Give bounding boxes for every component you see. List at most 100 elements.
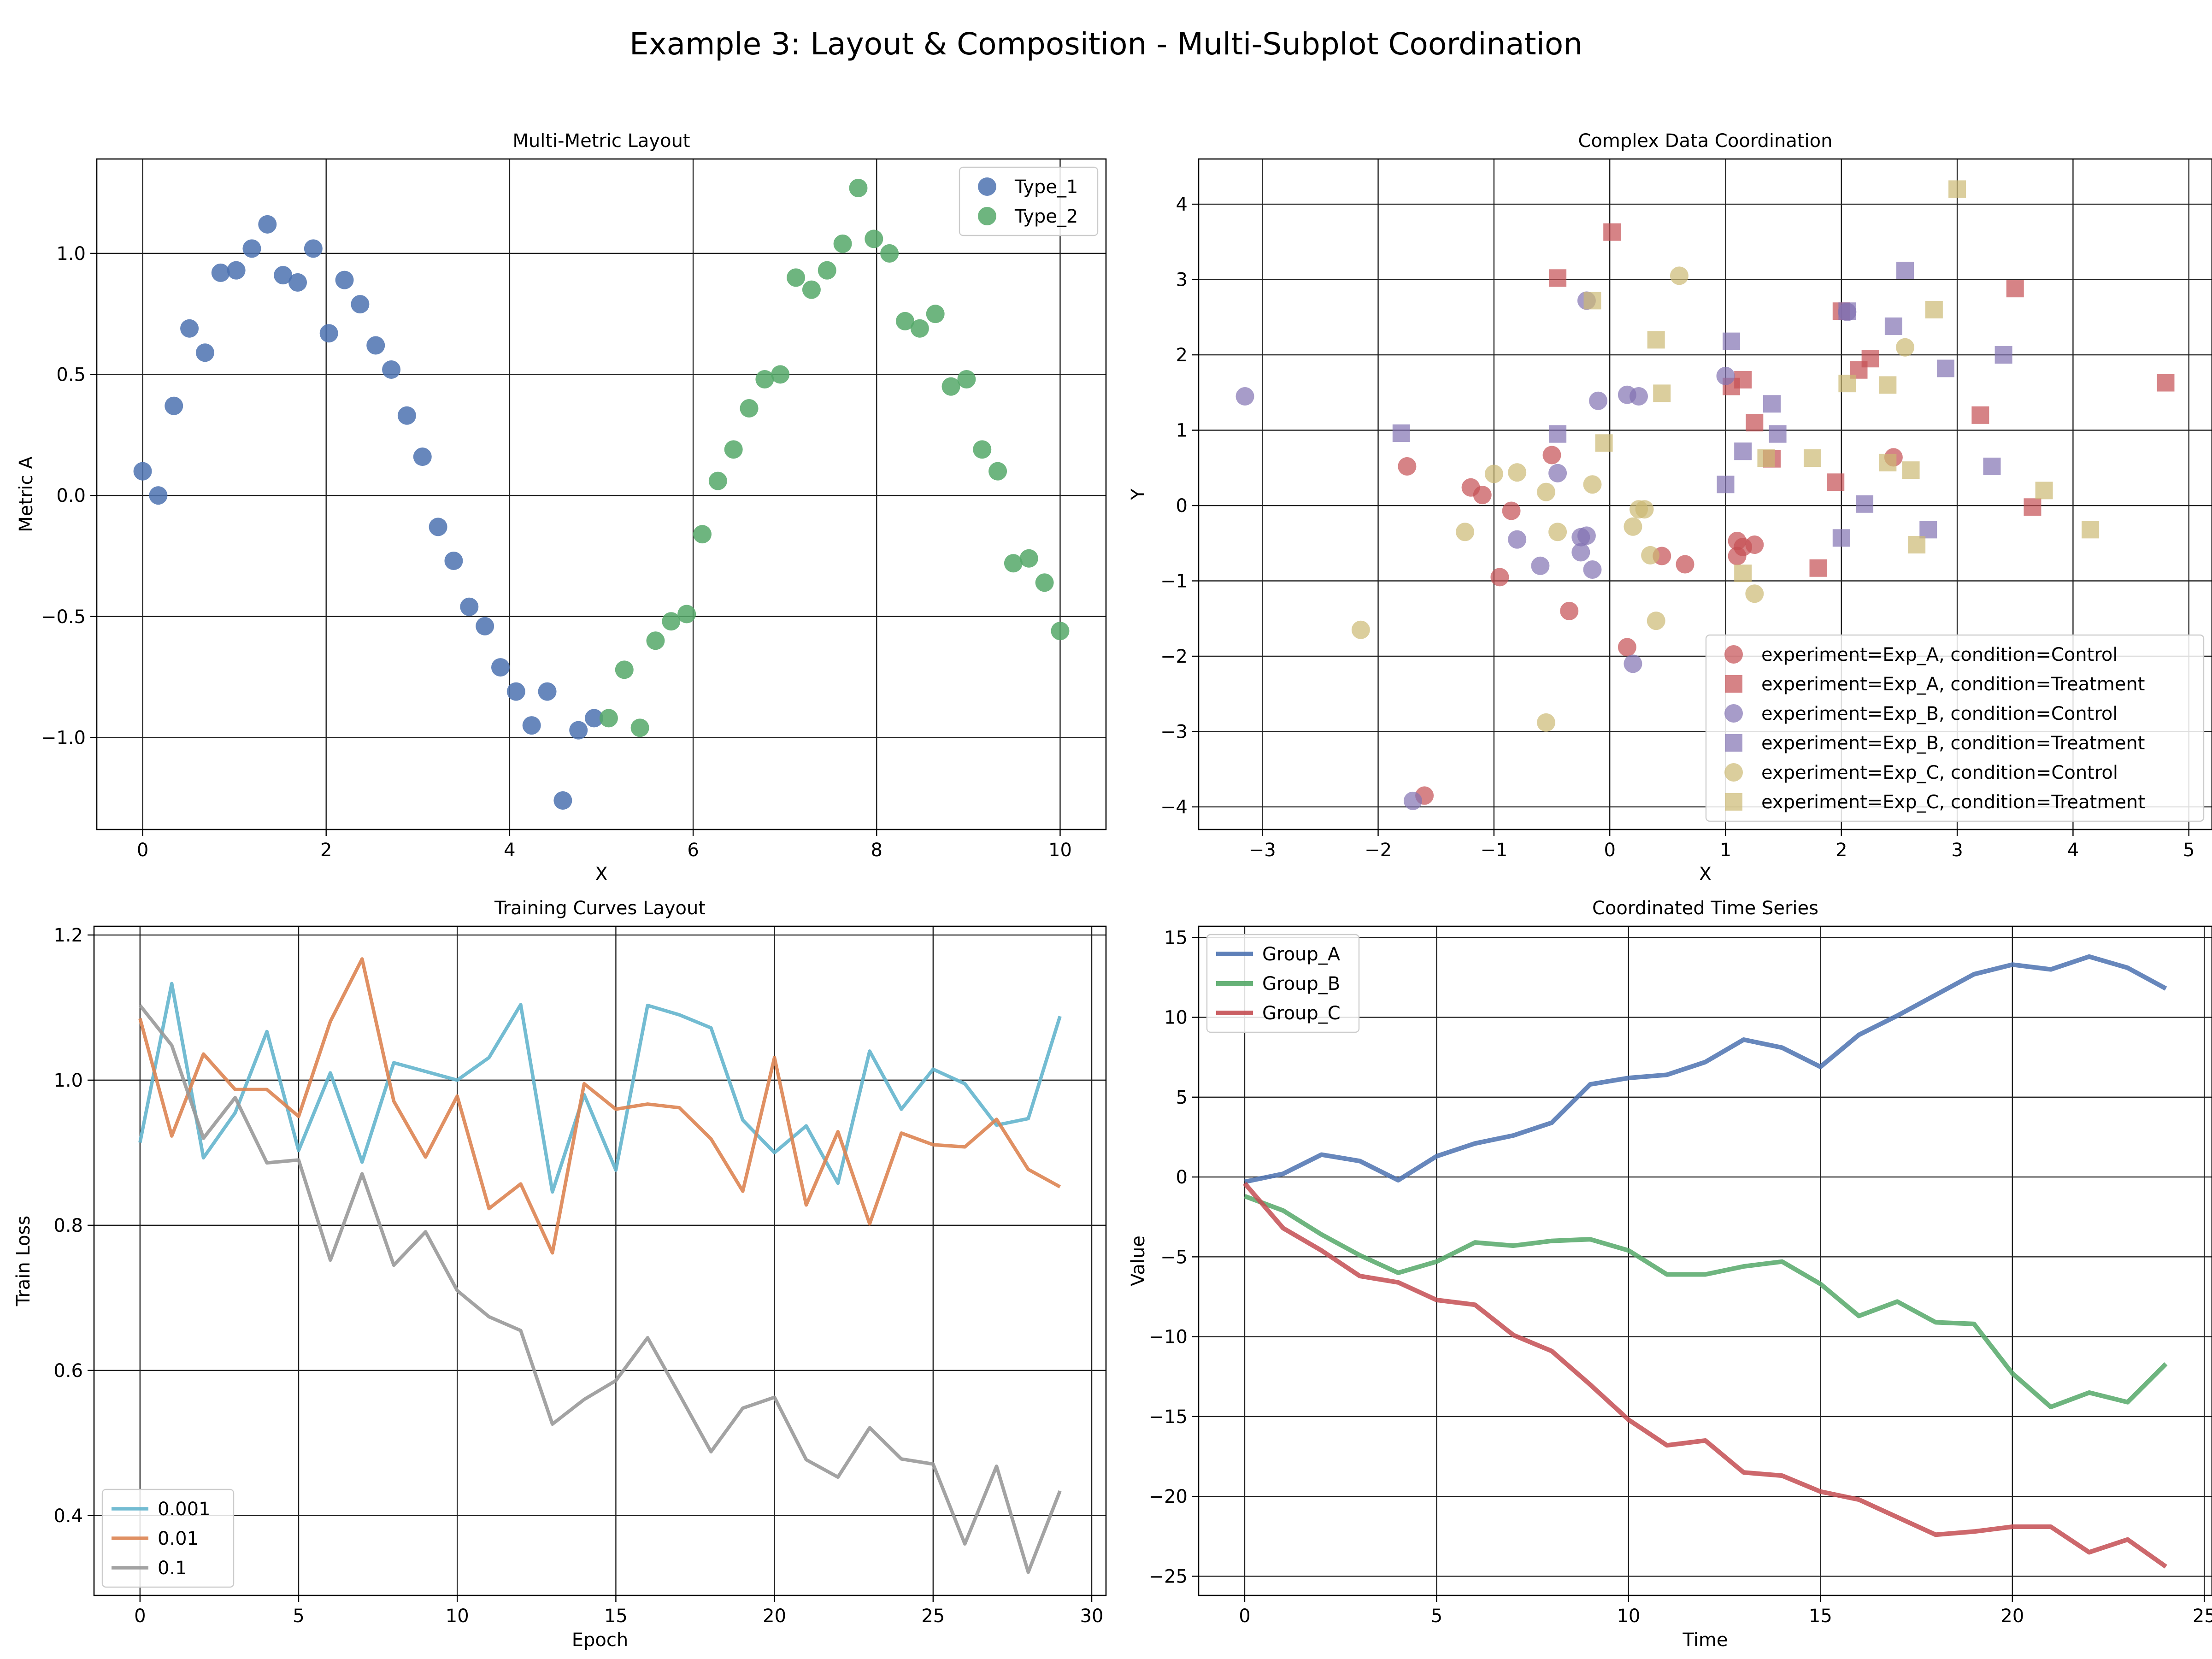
data-point xyxy=(2082,521,2100,539)
legend-label: 0.01 xyxy=(158,1528,199,1549)
x-tick-label: 15 xyxy=(604,1606,628,1627)
legend-marker xyxy=(1724,763,1743,782)
data-point xyxy=(1827,473,1845,491)
x-tick-label: 10 xyxy=(1617,1606,1640,1627)
y-tick-label: 0.5 xyxy=(56,364,86,385)
x-tick-label: 1 xyxy=(1720,840,1731,861)
data-point xyxy=(1531,556,1550,575)
data-point xyxy=(1734,371,1752,389)
y-tick-label: 15 xyxy=(1164,927,1188,948)
data-point xyxy=(1838,375,1856,393)
subplot-1: Multi-Metric Layout 0 2 4 6 8 10 −1.0 −0.5 0.0 0.5… xyxy=(16,130,1107,885)
x-tick-label: 20 xyxy=(763,1606,786,1627)
data-point xyxy=(1948,180,1966,198)
data-point xyxy=(585,709,604,728)
y-tick-label: −2 xyxy=(1160,646,1188,667)
data-point xyxy=(910,319,929,338)
data-point xyxy=(1647,331,1665,349)
x-axis-label: X xyxy=(1699,864,1712,885)
data-point xyxy=(1035,573,1054,592)
data-point xyxy=(677,605,696,624)
data-point xyxy=(1809,559,1827,577)
data-point xyxy=(1734,565,1752,582)
y-axis-label: Value xyxy=(1128,1235,1149,1286)
y-tick-label: 0.8 xyxy=(53,1215,83,1236)
axes-frame xyxy=(93,925,1107,1596)
data-point xyxy=(444,551,463,570)
data-point xyxy=(1971,406,1989,424)
data-point xyxy=(195,343,214,362)
legend-label: Type_1 xyxy=(1014,176,1078,198)
legend: Group_A Group_B Group_C xyxy=(1206,934,1360,1033)
x-tick-label: 5 xyxy=(293,1606,304,1627)
data-point xyxy=(258,215,277,234)
data-point xyxy=(833,234,852,253)
data-point xyxy=(1769,425,1787,443)
data-point xyxy=(1560,601,1579,620)
data-layer xyxy=(133,179,1070,810)
data-point xyxy=(724,440,743,459)
data-point xyxy=(429,518,447,536)
data-point xyxy=(755,370,774,388)
x-tick-label: 0 xyxy=(137,840,148,861)
data-point xyxy=(1879,453,1897,471)
legend-marker xyxy=(1725,793,1742,811)
x-tick-label: 25 xyxy=(2193,1606,2212,1627)
series-line-2 xyxy=(1244,1194,2168,1410)
x-tick-label: 25 xyxy=(921,1606,945,1627)
legend-box xyxy=(101,1488,235,1588)
data-point xyxy=(1653,384,1671,402)
x-tick-label: 0 xyxy=(1239,1606,1250,1627)
data-point xyxy=(1603,223,1621,241)
data-point xyxy=(1635,500,1654,519)
data-point xyxy=(1583,292,1601,310)
legend-box xyxy=(1705,634,2205,822)
data-point xyxy=(133,462,152,481)
data-point xyxy=(506,682,525,701)
legend-label: experiment=Exp_B, condition=Treatment xyxy=(1761,733,2145,754)
subplot-title: Training Curves Layout xyxy=(494,898,706,919)
x-tick-label: 15 xyxy=(1809,1606,1832,1627)
legend-label: Group_C xyxy=(1262,1003,1341,1024)
y-tick-label: 0.0 xyxy=(56,485,86,506)
y-tick-label: −10 xyxy=(1149,1327,1188,1348)
data-point xyxy=(1235,387,1254,406)
x-tick-label: 5 xyxy=(1431,1606,1442,1627)
x-tick-label: 8 xyxy=(871,840,882,861)
data-point xyxy=(1595,434,1613,452)
data-point xyxy=(1508,463,1527,482)
data-point xyxy=(351,295,370,314)
series-1 xyxy=(1398,446,1903,805)
x-tick-label: 10 xyxy=(446,1606,469,1627)
data-point xyxy=(926,305,945,324)
legend-label: 0.1 xyxy=(158,1558,187,1579)
data-point xyxy=(1502,501,1521,520)
data-point xyxy=(1832,529,1850,547)
x-tick-label: 0 xyxy=(134,1606,146,1627)
x-tick-label: 4 xyxy=(2067,840,2079,861)
legend: experiment=Exp_A, condition=Control exper… xyxy=(1705,634,2205,822)
data-point xyxy=(1908,536,1926,554)
data-point xyxy=(740,399,759,418)
legend-marker xyxy=(978,207,996,225)
data-point xyxy=(335,271,354,289)
y-tick-label: 3 xyxy=(1176,270,1188,291)
y-tick-label: 2 xyxy=(1176,345,1188,366)
legend: Type_1 Type_2 xyxy=(959,166,1099,236)
series-line-3 xyxy=(1243,1182,2167,1569)
data-point xyxy=(818,261,836,280)
x-tick-label: 2 xyxy=(320,840,332,861)
data-point xyxy=(1717,476,1735,494)
data-point xyxy=(599,709,618,728)
axes-frame xyxy=(96,158,1107,830)
y-tick-label: 0 xyxy=(1176,1167,1188,1188)
data-point xyxy=(538,682,557,701)
data-point xyxy=(1994,346,2012,364)
data-point xyxy=(1019,549,1038,568)
data-point xyxy=(288,273,307,292)
data-point xyxy=(1484,465,1503,483)
data-point xyxy=(1838,302,1856,320)
data-point xyxy=(319,324,338,343)
y-tick-label: −1.0 xyxy=(41,727,86,748)
y-tick-label: 0 xyxy=(1176,495,1188,517)
